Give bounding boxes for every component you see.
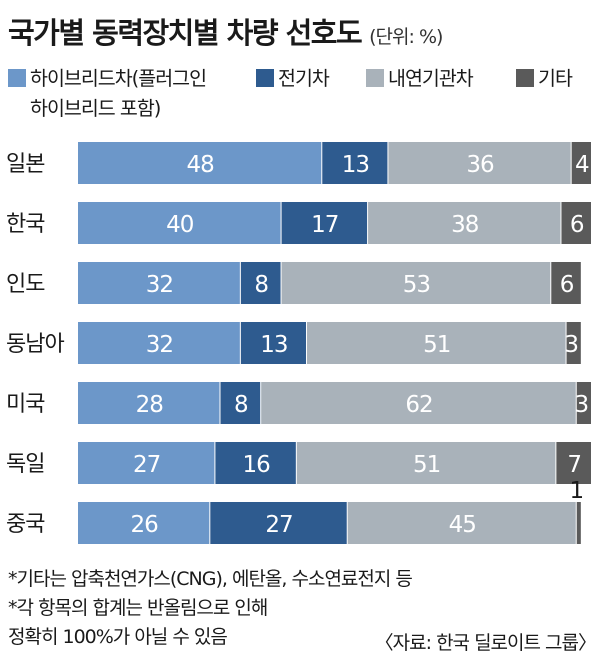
data-label: 53 [403,272,430,298]
bar-segment-other [556,442,591,484]
category-label: 동남아 [6,332,64,357]
bar-segment-other [571,142,591,184]
data-label: 7 [567,452,581,478]
bar-segment-ice [296,442,556,484]
bar-segment-other [566,322,581,364]
footnote-1: *기타는 압축천연가스(CNG), 에탄올, 수소연료전지 등 [8,568,413,590]
bar-segment-ice [347,502,576,544]
data-label: 62 [405,392,432,418]
data-label: 40 [166,212,194,238]
legend-item-ev: 전기차 [256,64,330,94]
data-label: 3 [564,332,578,358]
bar-segment-ev [210,502,347,544]
bar-segment-ice [368,202,561,244]
legend-item-other: 기타 [516,64,573,94]
data-label: 17 [311,212,338,238]
category-label: 한국 [6,212,45,237]
bar-segment-ev [220,382,261,424]
data-label: 28 [136,392,164,418]
data-label: 8 [254,272,268,298]
data-label: 32 [146,272,173,298]
data-label: 48 [186,152,214,178]
bar-segment-hybrid [78,502,210,544]
legend-swatch-ev [256,69,274,87]
bar-segment-other [576,502,581,544]
legend-label-hybrid-line2: 하이브리드 포함) [30,97,161,120]
bar-segment-ev [215,442,296,484]
legend-swatch-ice [366,69,384,87]
data-label: 13 [260,332,287,358]
chart-title: 국가별 동력장치별 차량 선호도 [8,16,363,50]
data-label: 3 [575,392,589,418]
bar-segment-hybrid [78,202,281,244]
bar-segment-hybrid [78,382,220,424]
data-label: 1 [569,478,583,504]
data-label: 6 [570,212,584,238]
bar-segment-ice [281,262,551,304]
data-label: 4 [575,152,589,178]
bar-segment-other [551,262,581,304]
bar-segment-hybrid [78,142,322,184]
bar-segment-other [561,202,591,244]
category-label: 독일 [6,452,44,477]
bar-segment-hybrid [78,322,240,364]
data-label: 13 [342,152,369,178]
footnote-3: 정확히 100%가 아닐 수 있음 [8,626,228,648]
data-label: 6 [560,272,574,298]
unit-label: (단위: %) [369,26,443,48]
title-row: 국가별 동력장치별 차량 선호도 (단위: %) [8,10,598,54]
data-label: 27 [265,512,292,538]
bar-segment-hybrid [78,262,240,304]
data-label: 51 [423,332,450,358]
legend-label-ev: 전기차 [278,67,330,90]
data-label: 32 [146,332,173,358]
bar-segment-ice [261,382,576,424]
data-label: 45 [449,512,476,538]
data-label: 16 [242,452,270,478]
data-label: 26 [131,512,159,538]
legend-label-hybrid-line1: 하이브리드차(플러그인 [30,67,207,90]
category-label: 미국 [6,392,45,417]
legend-label-ice: 내연기관차 [388,67,474,90]
legend-label-other: 기타 [538,67,573,90]
category-label: 중국 [6,512,45,537]
data-label: 27 [133,452,160,478]
data-label: 36 [466,152,494,178]
bar-segment-ev [240,322,307,364]
footnote-2: *각 항목의 합계는 반올림으로 인해 [8,597,268,619]
bar-segment-ev [240,262,281,304]
bar-segment-ice [388,142,571,184]
category-label: 인도 [6,272,45,297]
data-label: 38 [451,212,479,238]
bar-segment-ice [307,322,566,364]
data-label: 8 [234,392,248,418]
bar-segment-other [576,382,591,424]
legend-item-ice: 내연기관차 [366,64,474,94]
source-label: 〈자료: 한국 딜로이트 그룹〉 [374,632,597,654]
category-label: 일본 [6,152,45,177]
legend-swatch-other [516,69,534,87]
bar-segment-ev [281,202,368,244]
footnotes: *기타는 압축천연가스(CNG), 에탄올, 수소연료전지 등 *각 항목의 합… [8,565,598,661]
bar-segment-hybrid [78,442,215,484]
data-label: 51 [413,452,440,478]
legend-swatch-hybrid [8,69,26,87]
bar-segment-ev [322,142,388,184]
